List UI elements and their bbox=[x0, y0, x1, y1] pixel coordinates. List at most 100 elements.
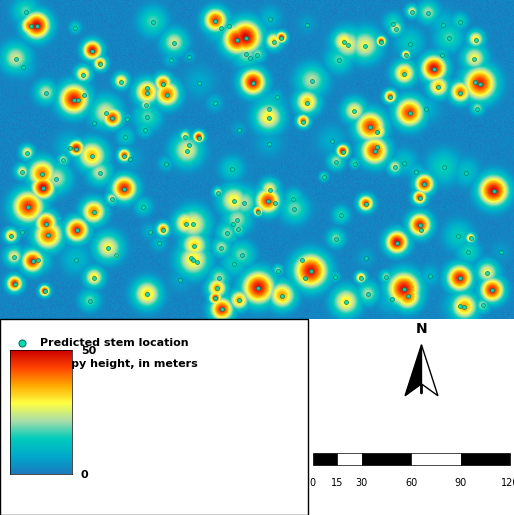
Point bbox=[454, 232, 463, 240]
Point bbox=[430, 65, 438, 73]
Point bbox=[59, 157, 67, 165]
Point bbox=[249, 79, 257, 87]
Point bbox=[400, 159, 408, 167]
Point bbox=[366, 123, 374, 131]
Point bbox=[19, 63, 27, 71]
Text: Predicted stem location: Predicted stem location bbox=[40, 338, 189, 348]
Point bbox=[406, 39, 414, 47]
Point bbox=[190, 242, 198, 250]
Point bbox=[66, 144, 74, 152]
Point bbox=[299, 117, 307, 126]
Point bbox=[439, 21, 447, 29]
Point bbox=[42, 89, 50, 97]
Point bbox=[185, 141, 193, 149]
Point bbox=[388, 295, 396, 303]
Point bbox=[466, 234, 474, 243]
Text: 0: 0 bbox=[309, 478, 316, 488]
Point bbox=[332, 235, 340, 243]
Point bbox=[228, 165, 236, 174]
Point bbox=[400, 70, 408, 78]
Point bbox=[456, 89, 465, 97]
Point bbox=[195, 79, 204, 87]
Point bbox=[460, 302, 468, 311]
Point bbox=[10, 280, 19, 288]
Point bbox=[265, 105, 273, 113]
Point bbox=[140, 126, 149, 134]
Point bbox=[24, 203, 32, 211]
Point bbox=[142, 101, 150, 109]
Point bbox=[223, 229, 231, 237]
Point bbox=[439, 163, 448, 171]
Point bbox=[187, 254, 195, 262]
Point bbox=[362, 254, 370, 262]
Point bbox=[331, 273, 339, 282]
Point bbox=[392, 25, 400, 33]
Point bbox=[386, 93, 394, 101]
Bar bbox=[337, 453, 362, 465]
Point bbox=[266, 15, 274, 23]
Point bbox=[7, 232, 15, 240]
Point bbox=[195, 133, 203, 142]
Point bbox=[342, 298, 350, 306]
Point bbox=[237, 251, 246, 259]
Point bbox=[488, 286, 497, 295]
Point bbox=[417, 226, 425, 234]
Point bbox=[52, 175, 60, 183]
Point bbox=[189, 256, 197, 265]
Point bbox=[415, 194, 424, 202]
Point bbox=[34, 256, 42, 264]
Point bbox=[167, 56, 175, 64]
Point bbox=[271, 199, 279, 208]
Point bbox=[70, 96, 78, 104]
Point bbox=[159, 226, 167, 234]
Point bbox=[117, 78, 125, 86]
Point bbox=[373, 128, 381, 136]
Point bbox=[233, 36, 242, 44]
Point bbox=[278, 34, 286, 42]
Point bbox=[403, 292, 412, 300]
Point bbox=[242, 34, 250, 42]
Point bbox=[122, 115, 131, 123]
Point bbox=[143, 113, 152, 122]
Bar bbox=[362, 453, 411, 465]
Point bbox=[163, 91, 171, 99]
Point bbox=[455, 18, 464, 26]
Point bbox=[233, 215, 241, 224]
Point bbox=[88, 47, 96, 55]
Point bbox=[143, 89, 151, 97]
Point bbox=[80, 91, 88, 99]
Text: Canopy height, in meters: Canopy height, in meters bbox=[40, 359, 198, 369]
Point bbox=[400, 285, 408, 293]
Point bbox=[337, 211, 345, 219]
Point bbox=[139, 203, 147, 211]
Point bbox=[479, 301, 487, 310]
Point bbox=[290, 205, 299, 214]
Point bbox=[101, 109, 109, 117]
Point bbox=[235, 296, 243, 304]
Point bbox=[473, 105, 482, 113]
Point bbox=[38, 170, 46, 178]
Point bbox=[351, 160, 359, 168]
Point bbox=[455, 274, 464, 283]
Point bbox=[307, 77, 316, 85]
Point bbox=[351, 107, 359, 115]
Point bbox=[416, 221, 424, 229]
Point bbox=[18, 228, 26, 236]
Point bbox=[332, 158, 340, 166]
Point bbox=[344, 41, 352, 49]
Text: 60: 60 bbox=[405, 478, 417, 488]
Point bbox=[73, 226, 81, 234]
Point bbox=[462, 168, 470, 177]
Point bbox=[265, 140, 273, 148]
Point bbox=[298, 255, 306, 264]
Point bbox=[193, 258, 201, 266]
Point bbox=[27, 22, 35, 30]
Point bbox=[373, 143, 381, 151]
Point bbox=[211, 17, 219, 25]
Text: N: N bbox=[416, 322, 427, 336]
Point bbox=[382, 273, 390, 281]
Point bbox=[17, 339, 26, 347]
Point bbox=[22, 8, 30, 16]
Point bbox=[289, 195, 298, 203]
Point bbox=[74, 96, 82, 104]
